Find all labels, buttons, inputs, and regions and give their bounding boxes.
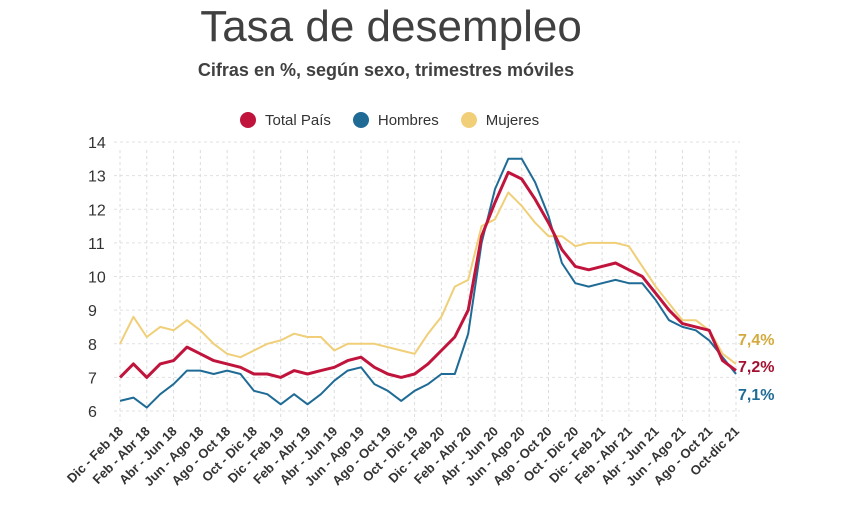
series-line-0 <box>118 170 737 379</box>
series-line-2 <box>119 191 737 365</box>
y-tick-label: 8 <box>88 337 97 354</box>
legend-item-mujeres: Mujeres <box>460 111 540 129</box>
y-tick-label: 13 <box>88 169 106 186</box>
chart-title: Tasa de desempleo <box>200 2 582 51</box>
end-labels: 7,4% 7,2% 7,1% <box>738 332 774 404</box>
y-tick-label: 10 <box>88 270 106 287</box>
legend: Total País Hombres Mujeres <box>240 109 561 131</box>
end-label-1: 7,1% <box>738 387 774 404</box>
end-label-2: 7,4% <box>738 332 774 349</box>
legend-label-mujeres: Mujeres <box>485 111 540 129</box>
legend-label-hombres: Hombres <box>377 111 439 129</box>
legend-label-total: Total País <box>265 111 331 129</box>
legend-swatch-hombres <box>352 112 369 128</box>
chart-subtitle: Cifras en %, según sexo, trimestres móvi… <box>197 60 575 80</box>
y-axis-ticks: 6 7 8 9 10 11 12 13 14 <box>88 135 106 421</box>
legend-item-hombres: Hombres <box>352 111 439 129</box>
series-line-1 <box>119 157 737 409</box>
legend-swatch-total <box>240 112 256 128</box>
gridlines <box>114 141 740 421</box>
y-tick-label: 6 <box>88 404 97 421</box>
legend-swatch-mujeres <box>460 112 477 128</box>
y-tick-label: 9 <box>88 303 97 320</box>
y-tick-label: 11 <box>88 236 105 253</box>
y-tick-label: 12 <box>88 202 106 219</box>
series-lines <box>118 157 737 409</box>
legend-item-total: Total País <box>240 112 331 129</box>
end-label-0: 7,2% <box>738 359 774 376</box>
y-tick-label: 14 <box>88 135 106 152</box>
y-tick-label: 7 <box>88 370 97 387</box>
